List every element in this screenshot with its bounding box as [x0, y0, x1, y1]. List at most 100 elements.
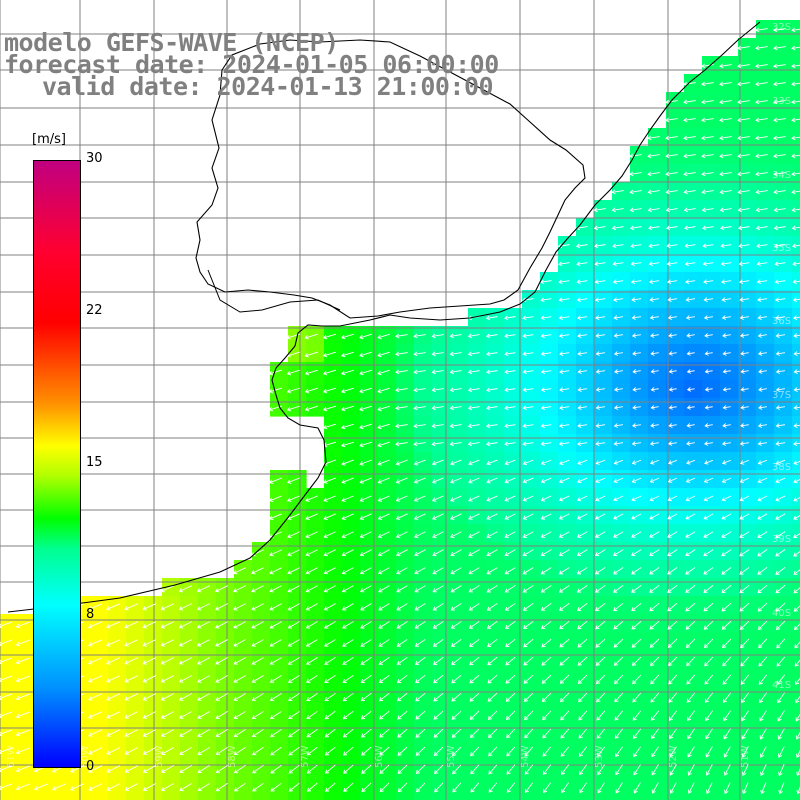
wind-arrow: [342, 728, 354, 738]
wind-arrow: [577, 369, 588, 374]
wind-speed-cell: [792, 776, 800, 795]
wind-arrow: [631, 567, 642, 575]
wind-arrow: [775, 620, 786, 631]
wind-arrow: [197, 746, 210, 755]
wind-arrow: [649, 638, 660, 648]
wind-arrow: [504, 459, 516, 466]
wind-arrow: [631, 513, 642, 520]
wind-arrow: [614, 369, 623, 374]
wind-speed-cell: [702, 794, 721, 800]
wind-arrow: [251, 639, 264, 647]
wind-arrow: [613, 585, 624, 593]
wind-arrow: [701, 189, 714, 195]
wind-arrow: [142, 657, 157, 665]
wind-arrow: [683, 189, 696, 195]
wind-arrow: [775, 584, 786, 594]
wind-arrow: [703, 531, 714, 538]
wind-arrow: [613, 423, 623, 428]
wind-arrow: [631, 549, 642, 557]
wind-arrow: [595, 674, 606, 685]
wind-arrow: [142, 783, 157, 792]
wind-arrow: [613, 405, 623, 410]
wind-arrow: [540, 477, 552, 484]
wind-speed-cell: [720, 794, 739, 800]
wind-arrow: [378, 692, 390, 702]
wind-arrow: [686, 369, 695, 374]
wind-arrow: [775, 369, 785, 374]
wind-arrow: [522, 585, 534, 593]
wind-arrow: [413, 369, 426, 375]
wind-arrow: [305, 567, 318, 575]
wind-arrow: [740, 674, 750, 685]
wind-arrow: [322, 351, 336, 358]
wind-arrow: [739, 297, 750, 302]
wind-arrow: [343, 782, 354, 792]
wind-arrow: [504, 387, 516, 393]
wind-arrow: [322, 333, 336, 340]
wind-arrow: [160, 585, 175, 593]
wind-speed-cell: [450, 794, 469, 800]
wind-arrow: [738, 261, 750, 267]
wind-arrow: [615, 782, 623, 794]
wind-arrow: [395, 405, 408, 411]
wind-arrow: [665, 135, 678, 141]
wind-arrow: [742, 782, 749, 795]
wind-arrow: [576, 261, 588, 267]
wind-arrow: [577, 351, 588, 356]
wind-arrow: [486, 405, 498, 411]
wind-arrow: [558, 261, 570, 267]
wind-speed-cell: [792, 506, 800, 525]
wind-arrow: [413, 495, 426, 502]
wind-arrow: [161, 747, 174, 755]
wind-arrow: [233, 746, 246, 756]
wind-arrow: [269, 513, 282, 521]
wind-arrow: [683, 99, 696, 105]
wind-arrow: [577, 387, 588, 392]
wind-arrow: [595, 656, 606, 666]
wind-arrow: [523, 674, 534, 684]
wind-arrow: [775, 602, 786, 612]
wind-arrow: [106, 729, 121, 737]
wind-arrow: [757, 297, 768, 303]
wind-arrow: [704, 369, 713, 374]
wind-arrow: [577, 603, 588, 611]
wind-arrow: [469, 674, 480, 684]
wind-arrow: [0, 729, 13, 737]
wind-arrow: [287, 675, 300, 683]
wind-arrow: [720, 243, 732, 249]
wind-arrow: [342, 639, 354, 647]
wind-arrow: [791, 243, 800, 249]
wind-arrow: [649, 620, 660, 630]
wind-arrow: [287, 567, 300, 575]
wind-arrow: [432, 567, 444, 575]
wind-arrow: [668, 710, 678, 721]
wind-arrow: [557, 243, 570, 249]
wind-arrow: [523, 620, 534, 629]
wind-arrow: [668, 333, 677, 338]
wind-arrow: [701, 63, 714, 69]
wind-arrow: [774, 297, 786, 303]
wind-arrow: [506, 728, 516, 739]
wind-arrow: [629, 207, 642, 213]
wind-arrow: [648, 243, 660, 249]
wind-arrow: [650, 423, 659, 428]
wind-arrow: [719, 99, 732, 105]
wind-speed-cell: [792, 308, 800, 327]
wind-arrow: [793, 515, 800, 520]
wind-arrow: [415, 674, 426, 684]
wind-arrow: [649, 567, 660, 575]
wind-arrow: [773, 63, 786, 69]
wind-arrow: [758, 369, 767, 374]
wind-arrow: [522, 387, 534, 393]
wind-arrow: [723, 728, 731, 740]
wind-arrow: [540, 423, 552, 429]
wind-arrow: [342, 710, 354, 720]
wind-arrow: [757, 584, 768, 594]
wind-arrow: [577, 656, 588, 666]
wind-arrow: [377, 369, 390, 376]
wind-arrow: [178, 657, 192, 665]
wind-arrow: [793, 387, 800, 392]
wind-arrow: [792, 297, 800, 303]
wind-arrow: [15, 693, 31, 701]
wind-arrow: [215, 693, 228, 701]
